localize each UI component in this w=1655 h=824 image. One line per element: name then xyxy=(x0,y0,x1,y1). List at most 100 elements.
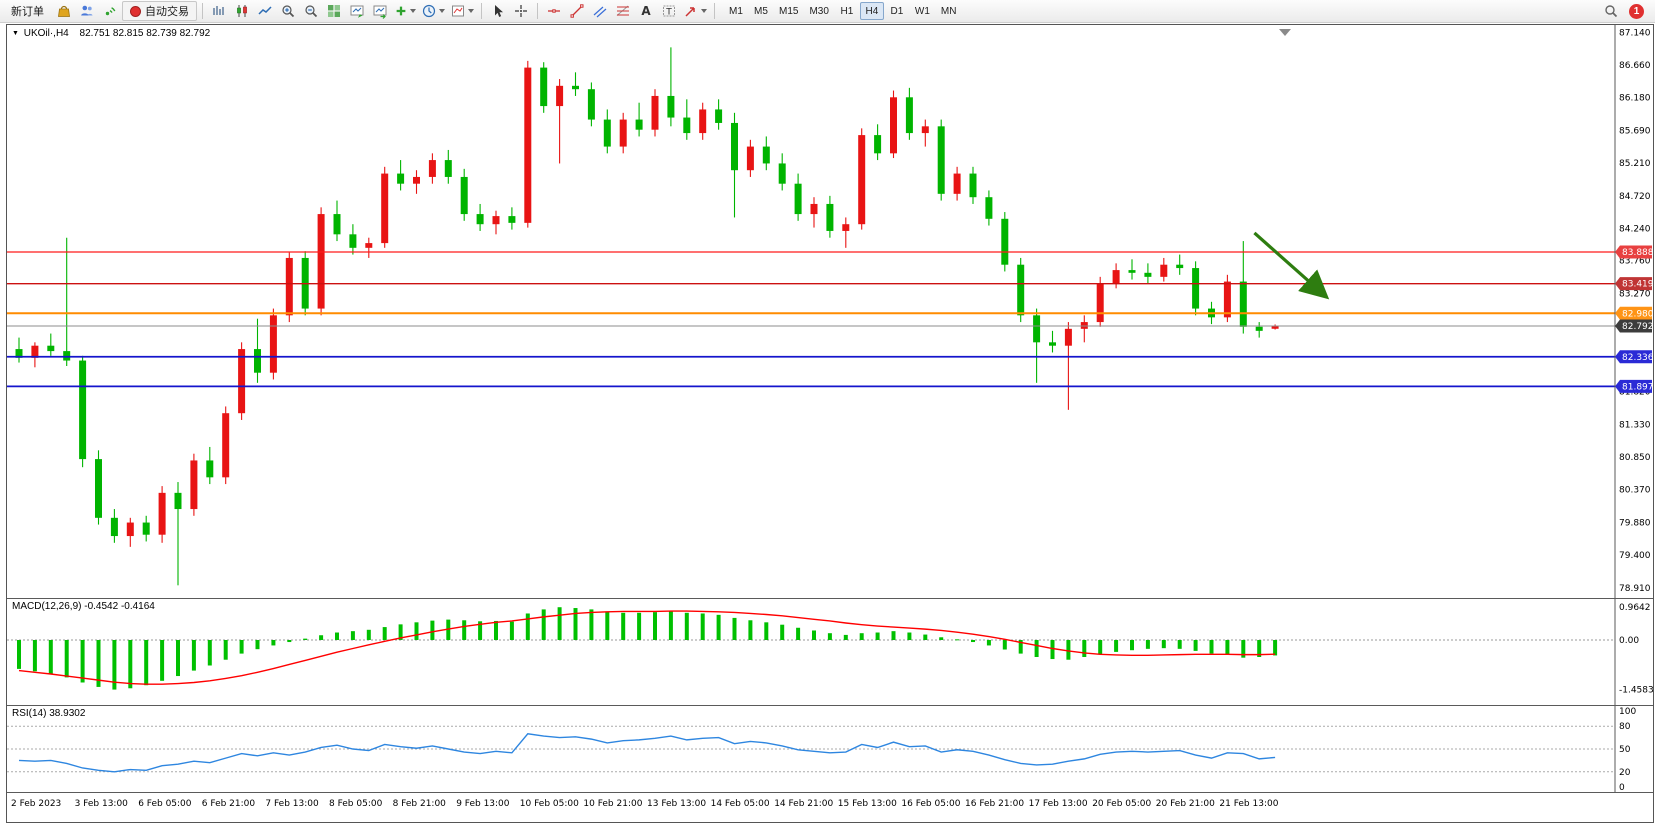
price-badge-label: 83.888 xyxy=(1622,248,1653,258)
price-axis-label: 83.760 xyxy=(1619,257,1651,267)
tile-windows-button[interactable] xyxy=(323,1,345,21)
arrow-object-button[interactable] xyxy=(681,1,709,21)
price-axis-label: 78.910 xyxy=(1619,584,1651,594)
horizontal-line-button[interactable] xyxy=(543,1,565,21)
bar-chart-button[interactable] xyxy=(208,1,230,21)
channel-icon xyxy=(593,6,607,18)
symbol-marker-icon: ▼ xyxy=(12,30,19,37)
time-axis-label: 21 Feb 13:00 xyxy=(1219,799,1278,809)
time-axis-label: 6 Feb 21:00 xyxy=(202,799,256,809)
horizontal-line-icon xyxy=(548,9,560,13)
search-icon xyxy=(1605,5,1618,18)
text-label-button[interactable]: T xyxy=(658,1,680,21)
templates-button[interactable] xyxy=(448,1,476,21)
new-order-label: 新订单 xyxy=(11,6,44,18)
time-axis-label: 10 Feb 05:00 xyxy=(520,799,579,809)
timeframe-button-H1[interactable]: H1 xyxy=(835,2,859,20)
price-axis-label: 79.400 xyxy=(1619,551,1651,561)
price-axis-label: 81.330 xyxy=(1619,421,1651,431)
macd-signal-line xyxy=(18,610,1276,685)
price-badge-label: 82.336 xyxy=(1622,353,1653,363)
candlesticks xyxy=(15,47,1279,586)
rsi-indicator-label: RSI(14) 38.9302 xyxy=(12,708,86,719)
candlestick-chart-icon xyxy=(237,5,247,17)
price-badge: 82.980 xyxy=(1615,306,1653,320)
cursor-icon xyxy=(495,5,503,17)
period-selector-icon xyxy=(422,4,436,18)
period-selector-button[interactable] xyxy=(419,1,447,21)
auto-scroll-icon xyxy=(350,5,364,18)
new-order-button[interactable]: 新订单 xyxy=(3,1,52,21)
crosshair-icon xyxy=(515,5,527,17)
community-button[interactable] xyxy=(76,1,98,21)
chevron-down-icon xyxy=(439,9,445,13)
timeframe-button-D1[interactable]: D1 xyxy=(885,2,909,20)
svg-text:T: T xyxy=(665,8,672,18)
chart-shift-button[interactable] xyxy=(369,1,391,21)
price-badge-label: 81.897 xyxy=(1622,382,1653,392)
toolbar-separator xyxy=(481,3,482,19)
price-badge: 82.336 xyxy=(1615,350,1653,364)
price-axis-label: 85.210 xyxy=(1619,159,1651,169)
rsi-axis-label: 80 xyxy=(1619,722,1631,732)
chart-window[interactable]: 87.140 86.660 86.180 85.690 85.210 84.720 84.2… xyxy=(6,24,1654,823)
time-axis-label: 16 Feb 05:00 xyxy=(901,799,960,809)
time-axis-label: 2 Feb 2023 xyxy=(11,799,61,809)
time-axis-label: 20 Feb 05:00 xyxy=(1092,799,1151,809)
time-axis-label: 14 Feb 21:00 xyxy=(774,799,833,809)
chart-canvas[interactable]: 87.140 86.660 86.180 85.690 85.210 84.720 84.2… xyxy=(7,25,1653,822)
chevron-down-icon xyxy=(701,9,707,13)
time-axis-label: 7 Feb 13:00 xyxy=(265,799,319,809)
market-button[interactable] xyxy=(53,1,75,21)
macd-axis-label: -1.4583 xyxy=(1619,686,1653,696)
time-axis[interactable]: 2 Feb 2023 3 Feb 13:00 6 Feb 05:00 6 Feb 21… xyxy=(11,799,1279,809)
community-icon xyxy=(81,5,93,16)
timeframe-button-M5[interactable]: M5 xyxy=(749,2,773,20)
broadcast-button[interactable] xyxy=(99,1,121,21)
price-axis-label: 86.180 xyxy=(1619,93,1651,103)
crosshair-button[interactable] xyxy=(510,1,532,21)
market-icon xyxy=(58,5,70,17)
toolbar: 新订单 自动交易 xyxy=(0,0,1655,23)
zoom-in-button[interactable] xyxy=(277,1,299,21)
rsi-axis-label: 50 xyxy=(1619,745,1631,755)
new-chart-icon xyxy=(396,6,406,16)
notification-badge[interactable]: 1 xyxy=(1629,3,1644,19)
fibonacci-icon xyxy=(616,5,629,16)
templates-icon xyxy=(452,5,464,17)
timeframe-button-W1[interactable]: W1 xyxy=(910,2,935,20)
new-chart-button[interactable] xyxy=(392,1,418,21)
candlestick-chart-button[interactable] xyxy=(231,1,253,21)
timeframe-button-M1[interactable]: M1 xyxy=(724,2,748,20)
price-axis-label: 83.270 xyxy=(1619,290,1651,300)
fibonacci-button[interactable] xyxy=(612,1,634,21)
timeframe-button-M30[interactable]: M30 xyxy=(804,2,833,20)
search-button[interactable] xyxy=(1600,1,1622,21)
time-axis-label: 3 Feb 13:00 xyxy=(75,799,129,809)
zoom-out-button[interactable] xyxy=(300,1,322,21)
price-badge-label: 82.792 xyxy=(1622,322,1653,332)
line-chart-button[interactable] xyxy=(254,1,276,21)
price-axis-label: 80.370 xyxy=(1619,485,1651,495)
price-badge: 82.792 xyxy=(1615,319,1653,333)
trendline-button[interactable] xyxy=(566,1,588,21)
text-button[interactable]: A xyxy=(635,1,657,21)
macd-axis-label: 0.9642 xyxy=(1619,603,1651,613)
rsi-axis-label: 20 xyxy=(1619,768,1631,778)
cursor-button[interactable] xyxy=(487,1,509,21)
tile-windows-icon xyxy=(328,5,340,17)
price-axis-label: 85.690 xyxy=(1619,126,1651,136)
chart-title-readout: ▼ UKOil·,H4 82.751 82.815 82.739 82.792 xyxy=(12,28,210,39)
timeframe-button-H4[interactable]: H4 xyxy=(859,2,884,20)
symbol-timeframe-label: UKOil·,H4 xyxy=(23,28,69,39)
broadcast-icon xyxy=(105,7,116,16)
price-axis-label: 87.140 xyxy=(1619,29,1651,39)
chart-shift-marker-icon[interactable] xyxy=(1279,29,1291,36)
timeframe-button-MN[interactable]: MN xyxy=(936,2,962,20)
auto-scroll-button[interactable] xyxy=(346,1,368,21)
toolbar-separator xyxy=(714,3,715,19)
annotation-arrow[interactable] xyxy=(1253,231,1330,300)
timeframe-button-M15[interactable]: M15 xyxy=(774,2,803,20)
autotrading-button[interactable]: 自动交易 xyxy=(122,1,197,21)
channel-button[interactable] xyxy=(589,1,611,21)
